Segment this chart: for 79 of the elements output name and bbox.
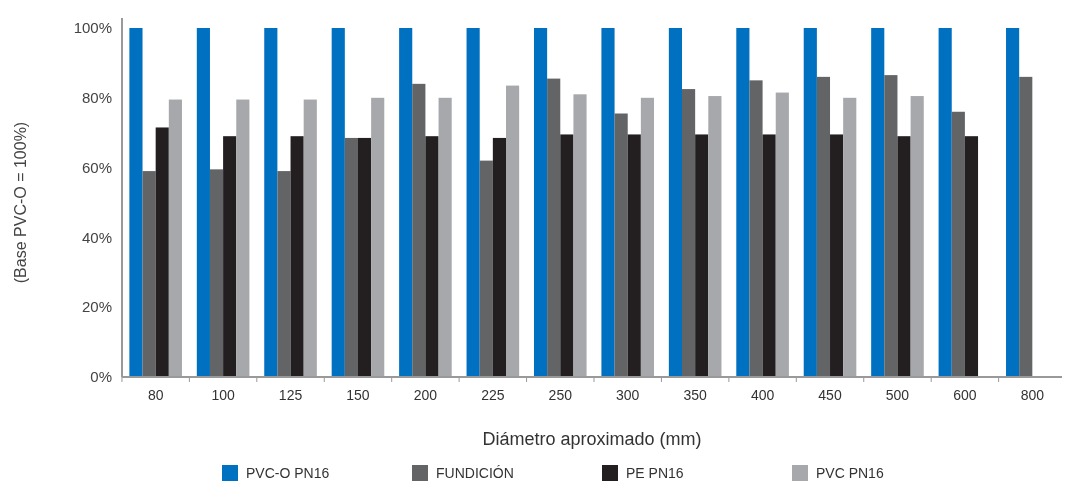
legend-label: FUNDICIÓN xyxy=(436,465,514,481)
bar xyxy=(168,99,182,377)
x-tick-label: 600 xyxy=(953,387,977,403)
bar xyxy=(640,97,655,377)
bar xyxy=(264,28,278,377)
bar xyxy=(331,28,345,377)
x-tick-label: 800 xyxy=(1020,387,1045,403)
y-tick-label: 60% xyxy=(81,158,112,176)
bar xyxy=(573,94,587,377)
bar xyxy=(344,137,358,377)
bar xyxy=(277,171,291,377)
bar xyxy=(438,97,452,377)
x-tick-label: 300 xyxy=(616,387,640,403)
x-axis-title: Diámetro aproximado (mm) xyxy=(482,429,702,449)
legend-label: PVC-O PN16 xyxy=(246,465,330,481)
bar xyxy=(668,28,682,377)
bar xyxy=(303,99,317,377)
x-tick-label: 200 xyxy=(413,387,438,403)
bar xyxy=(1019,76,1033,377)
bar xyxy=(830,134,844,377)
bar xyxy=(964,136,979,377)
x-tick-label: 500 xyxy=(885,387,910,403)
bar xyxy=(155,127,169,377)
bar xyxy=(682,89,696,377)
bar xyxy=(884,75,898,377)
bar xyxy=(236,99,250,377)
bar xyxy=(1006,28,1020,377)
bar xyxy=(196,28,210,377)
bar xyxy=(492,137,506,377)
bar xyxy=(708,96,722,377)
x-tick-label: 400 xyxy=(750,387,775,403)
x-tick-label: 125 xyxy=(278,387,303,403)
bar xyxy=(142,171,156,377)
bar xyxy=(897,136,911,377)
bar xyxy=(560,134,574,377)
y-tick-label: 100% xyxy=(73,19,112,37)
bar xyxy=(399,28,413,377)
x-tick-label: 80 xyxy=(147,387,164,403)
bar xyxy=(371,97,385,377)
x-tick-label: 225 xyxy=(481,387,505,403)
bar xyxy=(871,28,885,377)
x-tick-label: 100 xyxy=(211,387,235,403)
bar xyxy=(506,85,520,377)
x-tick-label: 350 xyxy=(683,387,708,403)
bar xyxy=(736,28,750,377)
bar xyxy=(803,28,817,377)
bar xyxy=(479,160,493,377)
y-tick-label: 80% xyxy=(81,89,112,107)
bar xyxy=(775,92,789,377)
bar xyxy=(223,136,237,377)
bar xyxy=(695,134,709,377)
x-tick-label: 150 xyxy=(346,387,370,403)
bar xyxy=(466,28,480,377)
x-tick-label: 250 xyxy=(548,387,573,403)
x-tick-label: 450 xyxy=(818,387,842,403)
bar xyxy=(627,134,641,377)
y-tick-label: 0% xyxy=(90,368,112,386)
bar xyxy=(129,28,143,377)
y-tick-label: 40% xyxy=(81,228,112,246)
bar xyxy=(938,28,952,377)
bar xyxy=(357,137,372,377)
bar xyxy=(816,76,831,377)
bar xyxy=(425,136,439,377)
bar xyxy=(749,80,763,377)
bar xyxy=(547,78,561,377)
bar xyxy=(209,169,224,377)
bar xyxy=(910,96,924,377)
y-tick-label: 20% xyxy=(81,298,112,316)
bar xyxy=(614,113,628,377)
legend-label: PE PN16 xyxy=(626,465,684,481)
legend-label: PVC PN16 xyxy=(816,465,884,481)
bar xyxy=(951,111,965,377)
bar xyxy=(601,28,615,377)
bar xyxy=(412,83,426,377)
bar xyxy=(762,134,776,377)
bar xyxy=(843,97,857,377)
bar xyxy=(290,136,304,377)
y-axis-title: (Base PVC-O = 100%) xyxy=(12,121,29,284)
bar xyxy=(533,28,548,377)
